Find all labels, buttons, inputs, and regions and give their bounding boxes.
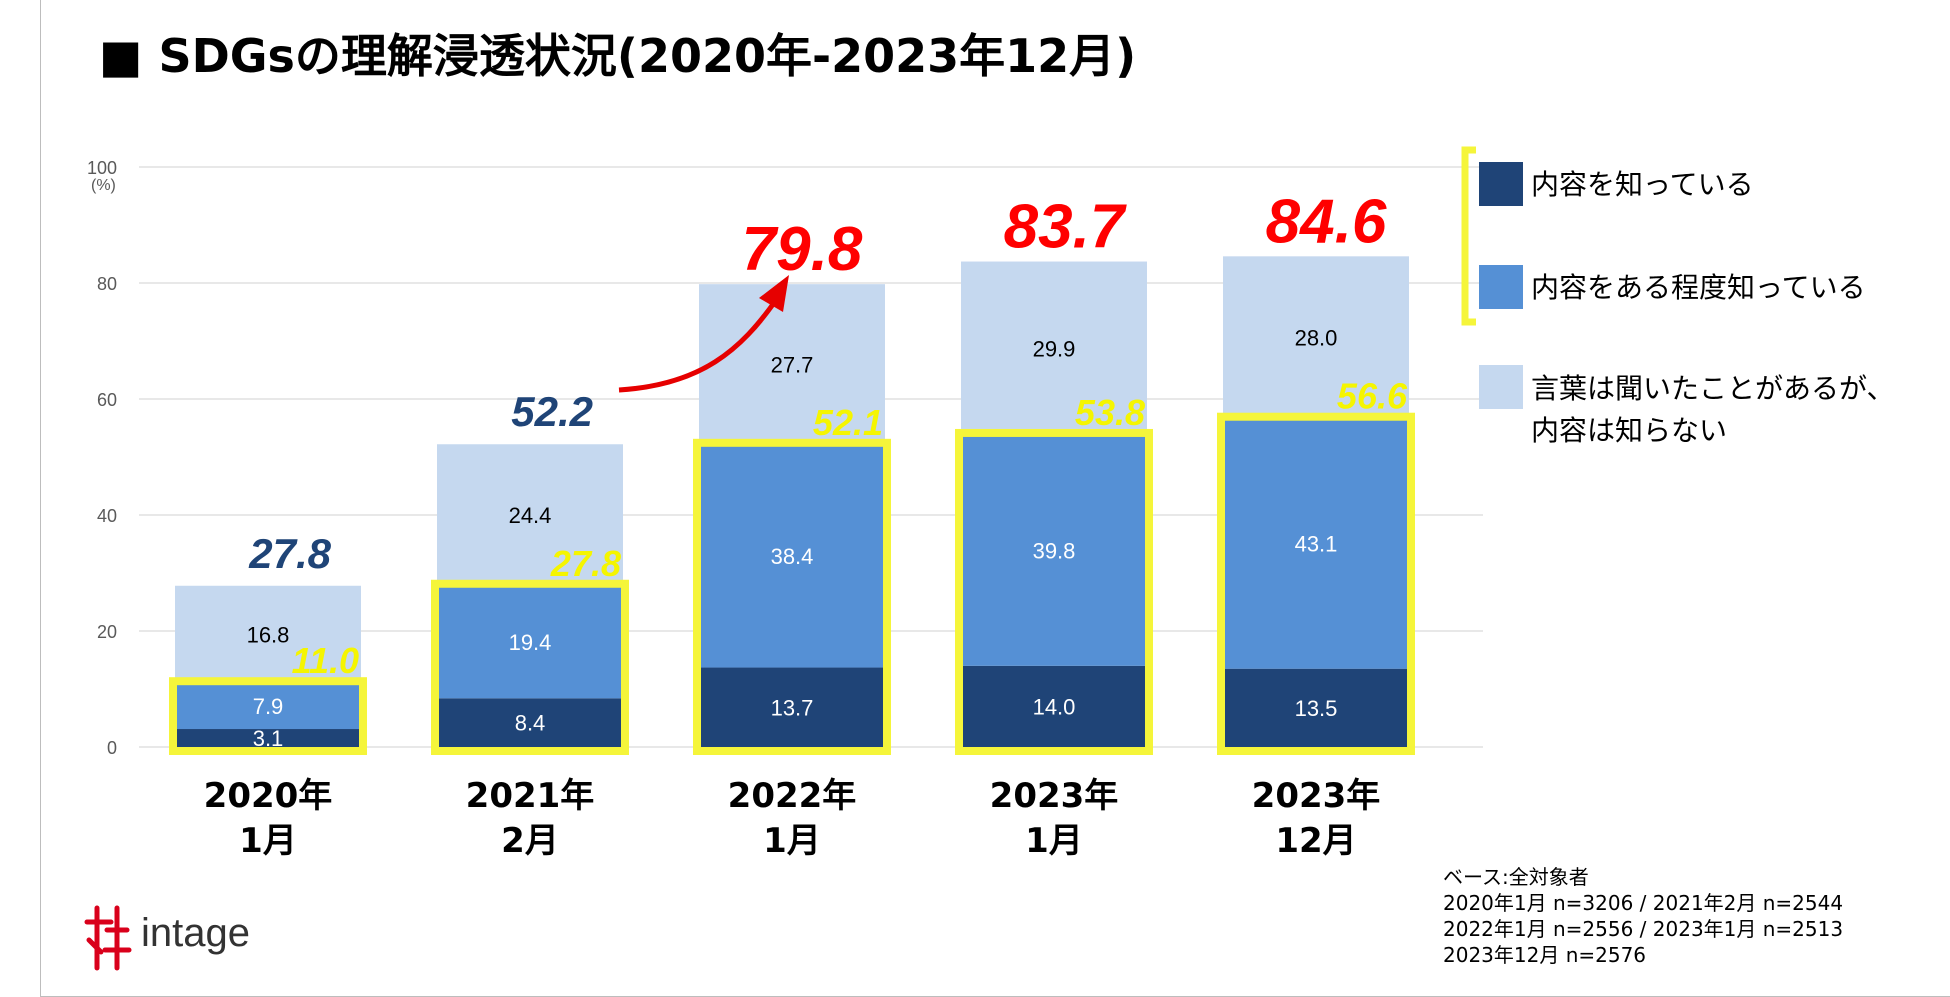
segment-value-label: 7.9 — [253, 694, 284, 719]
bar-segment — [1223, 668, 1409, 747]
y-tick-label: 60 — [97, 390, 117, 410]
total-label: 52.2 — [511, 388, 593, 435]
y-axis-unit: (%) — [91, 177, 116, 194]
bar-segment — [961, 665, 1147, 747]
total-label-highlight: 83.7 — [1004, 193, 1127, 262]
x-category-label-line2: 2月 — [501, 821, 559, 861]
segment-value-label: 38.4 — [771, 544, 814, 569]
bar-segment — [175, 585, 361, 684]
sample-base-note: ベース:全対象者 2020年1月 n=3206 / 2021年2月 n=2544… — [1443, 865, 1843, 967]
y-tick-label: 0 — [107, 738, 117, 758]
aware-highlight-box — [1217, 412, 1415, 755]
aware-total-label: 52.1 — [813, 402, 883, 443]
legend-label-known: 内容を知っている — [1531, 168, 1754, 201]
segment-value-label: 3.1 — [253, 726, 284, 751]
total-label-highlight: 79.8 — [742, 215, 863, 284]
legend-label-heard-only-line1: 言葉は聞いたことがあるが、 — [1531, 372, 1894, 405]
x-category-label-line2: 1月 — [763, 821, 821, 861]
bar-segment — [699, 667, 885, 747]
intage-logo-text: intage — [141, 911, 250, 955]
segment-value-label: 16.8 — [247, 622, 290, 647]
aware-total-label: 53.8 — [1075, 392, 1145, 433]
segment-value-label: 14.0 — [1033, 694, 1076, 719]
base-note-line1: ベース:全対象者 — [1443, 865, 1589, 889]
total-label-highlight: 84.6 — [1266, 187, 1387, 256]
x-category-label-line2: 1月 — [1025, 821, 1083, 861]
segment-value-label: 39.8 — [1033, 538, 1076, 563]
bar-segment — [175, 729, 361, 747]
x-category-label-line2: 12月 — [1275, 821, 1356, 861]
stacked-bar-chart: ■ SDGsの理解浸透状況(2020年-2023年12月) 0 20 40 60 80 1… — [84, 29, 1894, 971]
legend-swatch-heard-only — [1479, 365, 1523, 409]
base-note-line3: 2022年1月 n=2556 / 2023年1月 n=2513 — [1443, 917, 1843, 941]
segment-value-label: 43.1 — [1295, 532, 1338, 557]
bar-segment — [1223, 256, 1409, 419]
aware-total-label: 56.6 — [1337, 376, 1408, 417]
segment-value-label: 24.4 — [509, 503, 552, 528]
bar-segment — [699, 444, 885, 668]
aware-highlight-box — [169, 677, 367, 756]
legend-swatch-known — [1479, 162, 1523, 206]
aware-highlight-box — [693, 438, 891, 755]
bar-segment — [699, 284, 885, 445]
x-category-label-line2: 1月 — [239, 821, 297, 861]
x-category-label-line1: 2020年 — [204, 776, 333, 816]
aware-total-label: 11.0 — [292, 640, 359, 681]
total-label: 27.8 — [248, 530, 331, 577]
segment-value-label: 19.4 — [509, 630, 552, 655]
bar-segment — [1223, 418, 1409, 669]
slide: ■ SDGsの理解浸透状況(2020年-2023年12月) 0 20 40 60 80 1… — [40, 0, 1950, 997]
x-category-label-line1: 2021年 — [466, 776, 595, 816]
bar-segment — [175, 683, 361, 730]
legend-highlight-bracket — [1461, 146, 1476, 326]
bar-segment — [437, 698, 623, 747]
intage-logo: intage — [84, 905, 250, 971]
bar-segment — [961, 434, 1147, 666]
aware-total-label: 27.8 — [550, 543, 621, 584]
legend-label-heard-only-line2: 内容は知らない — [1531, 414, 1727, 447]
bar-segment — [437, 444, 623, 586]
y-tick-label: 80 — [97, 274, 117, 294]
x-category-label-line1: 2022年 — [728, 776, 857, 816]
legend-label-somewhat-known: 内容をある程度知っている — [1531, 271, 1866, 304]
growth-arrow — [618, 275, 789, 393]
aware-highlight-box — [431, 579, 629, 756]
segment-value-label: 27.7 — [771, 352, 814, 377]
data-labels: 3.1 7.9 16.811.0 27.8 2020年 1月 8.4 19.4 24.4 27.8… — [204, 187, 1408, 861]
base-note-line4: 2023年12月 n=2576 — [1443, 943, 1646, 967]
intage-logo-mark — [84, 905, 132, 971]
legend-swatch-somewhat-known — [1479, 265, 1523, 309]
segment-value-label: 8.4 — [515, 711, 546, 736]
y-tick-label: 20 — [97, 622, 117, 642]
x-category-label-line1: 2023年 — [990, 776, 1119, 816]
base-note-line2: 2020年1月 n=3206 / 2021年2月 n=2544 — [1443, 891, 1843, 915]
segment-value-label: 13.5 — [1295, 696, 1338, 721]
bar-segment — [437, 585, 623, 699]
segment-value-label: 28.0 — [1295, 326, 1338, 351]
y-tick-label: 40 — [97, 506, 117, 526]
segment-value-label: 29.9 — [1033, 336, 1076, 361]
y-tick-label: 100 — [87, 158, 117, 178]
bar-segment — [961, 261, 1147, 435]
aware-highlight-box — [955, 428, 1153, 755]
segment-value-label: 13.7 — [771, 695, 814, 720]
bars — [169, 256, 1415, 756]
legend: 内容を知っている 内容をある程度知っている 言葉は聞いたことがあるが、 内容は知… — [1461, 146, 1894, 447]
chart-title: ■ SDGsの理解浸透状況(2020年-2023年12月) — [99, 29, 1136, 83]
x-category-label-line1: 2023年 — [1252, 776, 1381, 816]
